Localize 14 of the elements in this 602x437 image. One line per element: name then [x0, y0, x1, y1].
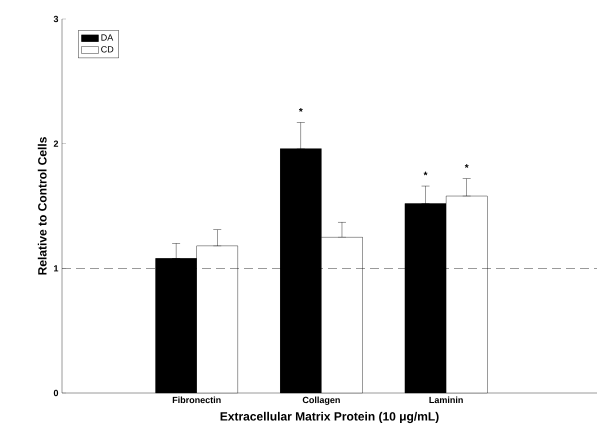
y-tick-label: 3	[54, 16, 58, 22]
annotation: *	[298, 108, 303, 112]
annotation: *	[464, 164, 469, 168]
y-tick-label: 0	[54, 390, 58, 396]
x-tick-label: Fibronectin	[172, 396, 221, 404]
x-axis-title: Extracellular Matrix Protein (10 μg/mL)	[220, 412, 439, 424]
y-axis-title: Relative to Control Cells	[38, 137, 47, 275]
x-tick-label: Laminin	[429, 396, 463, 404]
legend-label: CD	[101, 46, 114, 52]
annotation: *	[424, 172, 428, 176]
y-tick-label: 1	[54, 265, 58, 272]
legend-label: DA	[101, 34, 114, 41]
y-tick-label: 2	[54, 140, 58, 147]
x-tick-label: Collagen	[302, 396, 340, 405]
